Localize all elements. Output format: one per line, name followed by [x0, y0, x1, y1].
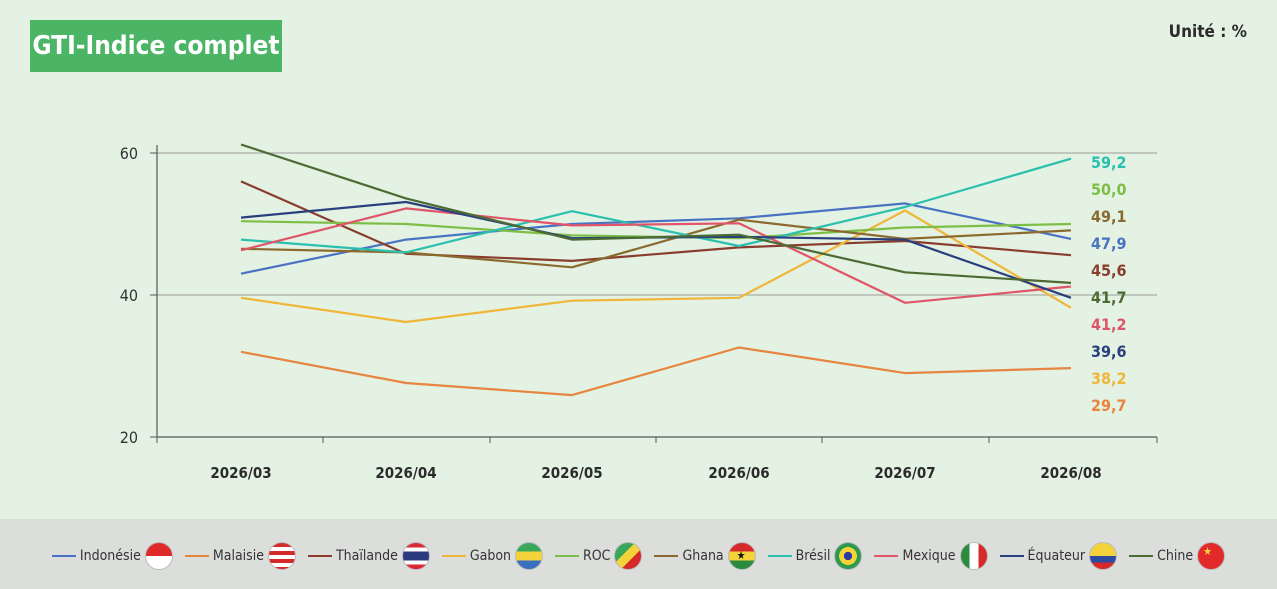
- ghana-flag-icon: ★: [727, 542, 756, 570]
- end-value-label: 50,0: [1091, 180, 1127, 199]
- mexico-flag-icon: [959, 542, 988, 570]
- legend: Indonésie Malaisie Thaïlande Gabon ROC Ghana ★…: [0, 538, 1277, 574]
- x-tick-label: 2026/04: [375, 464, 436, 482]
- malaysia-flag-icon: [267, 542, 296, 570]
- y-tick-label: 20: [120, 428, 138, 447]
- legend-item: Équateur: [999, 542, 1118, 570]
- legend-label: Gabon: [469, 548, 512, 564]
- ecuador-flag-icon: [1089, 542, 1118, 570]
- legend-item: Indonésie: [51, 542, 173, 570]
- legend-item: Mexique: [874, 542, 988, 570]
- legend-label: Ghana: [682, 548, 724, 564]
- legend-swatch: [555, 555, 580, 557]
- legend-swatch: [307, 555, 332, 557]
- legend-swatch: [184, 555, 209, 557]
- end-value-label: 29,7: [1091, 396, 1127, 415]
- legend-swatch: [999, 555, 1024, 557]
- x-tick-label: 2026/07: [874, 464, 935, 482]
- end-value-label: 45,6: [1091, 261, 1127, 280]
- congo-flag-icon: [614, 542, 643, 570]
- unit-label: Unité : %: [1168, 22, 1247, 42]
- star-icon: ★: [1203, 545, 1212, 558]
- series-line-Brésil: [240, 157, 1072, 254]
- legend-swatch: [441, 555, 466, 557]
- legend-item: Chine ★: [1129, 542, 1226, 570]
- y-tick-label: 60: [120, 144, 138, 163]
- legend-swatch: [51, 555, 76, 557]
- china-flag-icon: ★: [1197, 542, 1226, 570]
- series-line-Malaisie: [240, 346, 1072, 397]
- y-tick-label: 40: [120, 286, 138, 305]
- star-icon: ★: [736, 549, 746, 562]
- legend-item: Thaïlande: [307, 542, 430, 570]
- line-chart: 20 40 60 2026/03 2026/04 2026/05 2026/06 2026/0…: [120, 143, 1158, 482]
- series-line-Indonésie: [240, 202, 1072, 275]
- end-value-label: 41,7: [1091, 288, 1127, 307]
- end-value-label: 41,2: [1091, 315, 1127, 334]
- series-line-Thaïlande: [240, 180, 1072, 262]
- end-value-label: 59,2: [1091, 153, 1127, 172]
- legend-item: Brésil: [767, 542, 863, 570]
- end-value-label: 49,1: [1091, 207, 1127, 226]
- legend-label: Chine: [1157, 548, 1194, 564]
- gabon-flag-icon: [515, 542, 544, 570]
- legend-label: Mexique: [902, 548, 956, 564]
- legend-swatch: [767, 555, 792, 557]
- series-line-Mexique: [240, 207, 1072, 304]
- x-tick-label: 2026/08: [1040, 464, 1101, 482]
- legend-label: Thaïlande: [335, 548, 398, 564]
- legend-label: Malaisie: [212, 548, 264, 564]
- legend-swatch: [874, 555, 899, 557]
- legend-label: ROC: [583, 548, 611, 564]
- legend-label: Équateur: [1027, 548, 1086, 564]
- legend-swatch: [654, 555, 679, 557]
- legend-label: Indonésie: [79, 548, 141, 564]
- chart-title: GTI-Indice complet: [30, 20, 282, 72]
- x-tick-label: 2026/03: [210, 464, 271, 482]
- series-line-Ghana: [240, 218, 1072, 269]
- thailand-flag-icon: [401, 542, 430, 570]
- brazil-flag-icon: [834, 542, 863, 570]
- legend-item: Gabon: [441, 542, 544, 570]
- legend-label: Brésil: [795, 548, 831, 564]
- legend-item: Ghana ★: [654, 542, 756, 570]
- legend-item: ROC: [555, 542, 643, 570]
- end-value-label: 47,9: [1091, 234, 1127, 253]
- x-tick-label: 2026/05: [541, 464, 602, 482]
- end-value-label: 38,2: [1091, 369, 1127, 388]
- end-value-label: 39,6: [1091, 342, 1127, 361]
- legend-item: Malaisie: [184, 542, 296, 570]
- series-line-Chine: [240, 143, 1072, 284]
- x-tick-label: 2026/06: [708, 464, 769, 482]
- indonesia-flag-icon: [144, 542, 173, 570]
- legend-swatch: [1129, 555, 1154, 557]
